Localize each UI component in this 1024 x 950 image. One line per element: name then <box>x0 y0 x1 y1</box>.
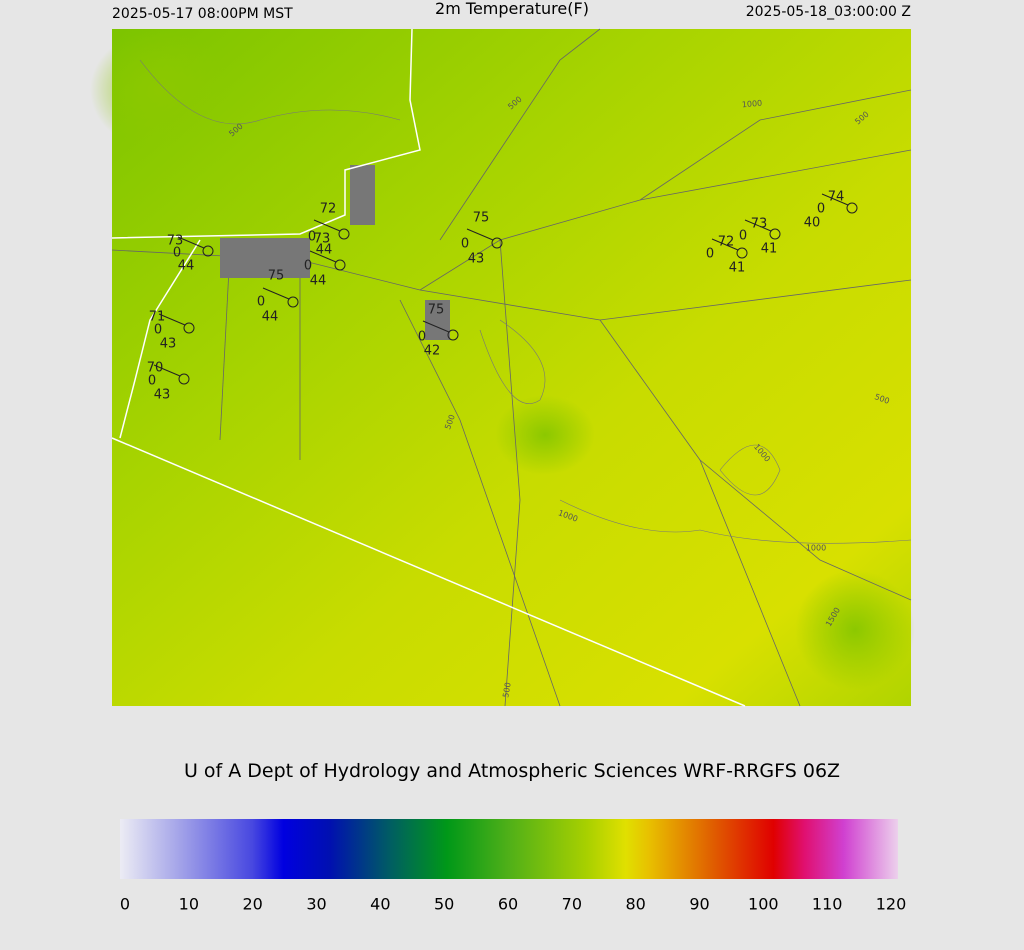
station-dewpoint: 44 <box>310 274 327 289</box>
station-mid: 0 <box>304 259 312 274</box>
wind-barb <box>177 236 205 249</box>
station-mid: 0 <box>173 246 181 261</box>
station-circle <box>338 228 350 240</box>
station-circle <box>178 373 190 385</box>
station-mid: 0 <box>461 237 469 252</box>
station-mid: 0 <box>148 374 156 389</box>
colorbar-tick-label: 50 <box>434 895 454 914</box>
temperature-field <box>112 29 911 706</box>
station-dewpoint: 44 <box>178 259 195 274</box>
colorbar-tick-label: 70 <box>562 895 582 914</box>
wind-barb <box>466 228 494 241</box>
station-dewpoint: 41 <box>761 242 778 257</box>
station-dewpoint: 40 <box>804 216 821 231</box>
station-circle <box>447 329 459 341</box>
station-dewpoint: 43 <box>160 337 177 352</box>
station-circle <box>491 237 503 249</box>
station-circle <box>202 245 214 257</box>
station-temp: 74 <box>828 190 845 205</box>
contour-label: 1000 <box>741 99 762 110</box>
station-mid: 0 <box>308 230 316 245</box>
colorbar-tick-label: 10 <box>179 895 199 914</box>
init-time: 2025-05-18_03:00:00 Z <box>746 4 911 20</box>
borders <box>111 28 746 707</box>
colorbar-tick-label: 100 <box>748 895 779 914</box>
colorbar-tick-label: 30 <box>306 895 326 914</box>
field-blob <box>795 570 915 690</box>
station-dewpoint: 42 <box>424 344 441 359</box>
station-dewpoint: 44 <box>262 310 279 325</box>
wind-barb <box>711 238 739 251</box>
map-title: 2m Temperature(F) <box>435 0 589 18</box>
station-temp: 71 <box>149 310 166 325</box>
colorbar-tick-label: 80 <box>625 895 645 914</box>
colorbar-ticks: 0 10 20 30 40 50 60 70 80 90 100 110 120 <box>120 879 906 914</box>
field-blob <box>495 395 595 475</box>
colorbar-tick-label: 40 <box>370 895 390 914</box>
colorbar-tick-label: 90 <box>689 895 709 914</box>
station-mid: 0 <box>154 323 162 338</box>
wind-barb <box>262 287 290 300</box>
contour-label: 500 <box>501 682 513 699</box>
station-dewpoint: 44 <box>316 243 333 258</box>
colorbar-tick-label: 0 <box>120 895 130 914</box>
field-blob <box>90 30 230 150</box>
colorbar <box>120 819 898 879</box>
stations: 7304472044730447504471043700437504275043… <box>147 190 858 403</box>
colorbar-tick-label: 60 <box>498 895 518 914</box>
station-temp: 73 <box>167 234 184 249</box>
station-dewpoint: 43 <box>154 388 171 403</box>
wind-barb <box>158 313 186 326</box>
station-circle <box>287 296 299 308</box>
valid-time: 2025-05-17 08:00PM MST <box>112 6 293 22</box>
station-dewpoint: 43 <box>468 252 485 267</box>
station-circle <box>183 322 195 334</box>
colorbar-tick-label: 110 <box>812 895 843 914</box>
station-temp: 75 <box>473 211 490 226</box>
station-mid: 0 <box>418 330 426 345</box>
wind-barb <box>153 364 181 377</box>
station-mid: 0 <box>706 247 714 262</box>
contours <box>139 59 912 544</box>
station-mid: 0 <box>739 229 747 244</box>
colorbar-tick-label: 120 <box>876 895 907 914</box>
station-circle <box>769 228 781 240</box>
station-mid: 0 <box>257 295 265 310</box>
station-temp: 73 <box>314 232 331 247</box>
colorbar-tick-label: 20 <box>242 895 262 914</box>
station-circle <box>736 247 748 259</box>
station-temp: 72 <box>718 235 735 250</box>
footer: U of A Dept of Hydrology and Atmospheric… <box>184 760 840 782</box>
urban <box>220 165 450 340</box>
wind-barb <box>821 193 849 206</box>
wind-barb <box>313 219 341 232</box>
station-temp: 72 <box>320 202 337 217</box>
station-temp: 75 <box>428 303 445 318</box>
wind-barb <box>422 320 450 333</box>
station-dewpoint: 41 <box>729 261 746 276</box>
map: 7304472044730447504471043700437504275043… <box>90 28 915 707</box>
station-temp: 73 <box>751 217 768 232</box>
station-circle <box>846 202 858 214</box>
station-circle <box>334 259 346 271</box>
station-mid: 0 <box>817 202 825 217</box>
station-temp: 70 <box>147 361 164 376</box>
contour-label: 1000 <box>806 544 826 553</box>
wind-barb <box>744 219 772 232</box>
wind-barb <box>309 250 337 263</box>
station-temp: 75 <box>268 269 285 284</box>
